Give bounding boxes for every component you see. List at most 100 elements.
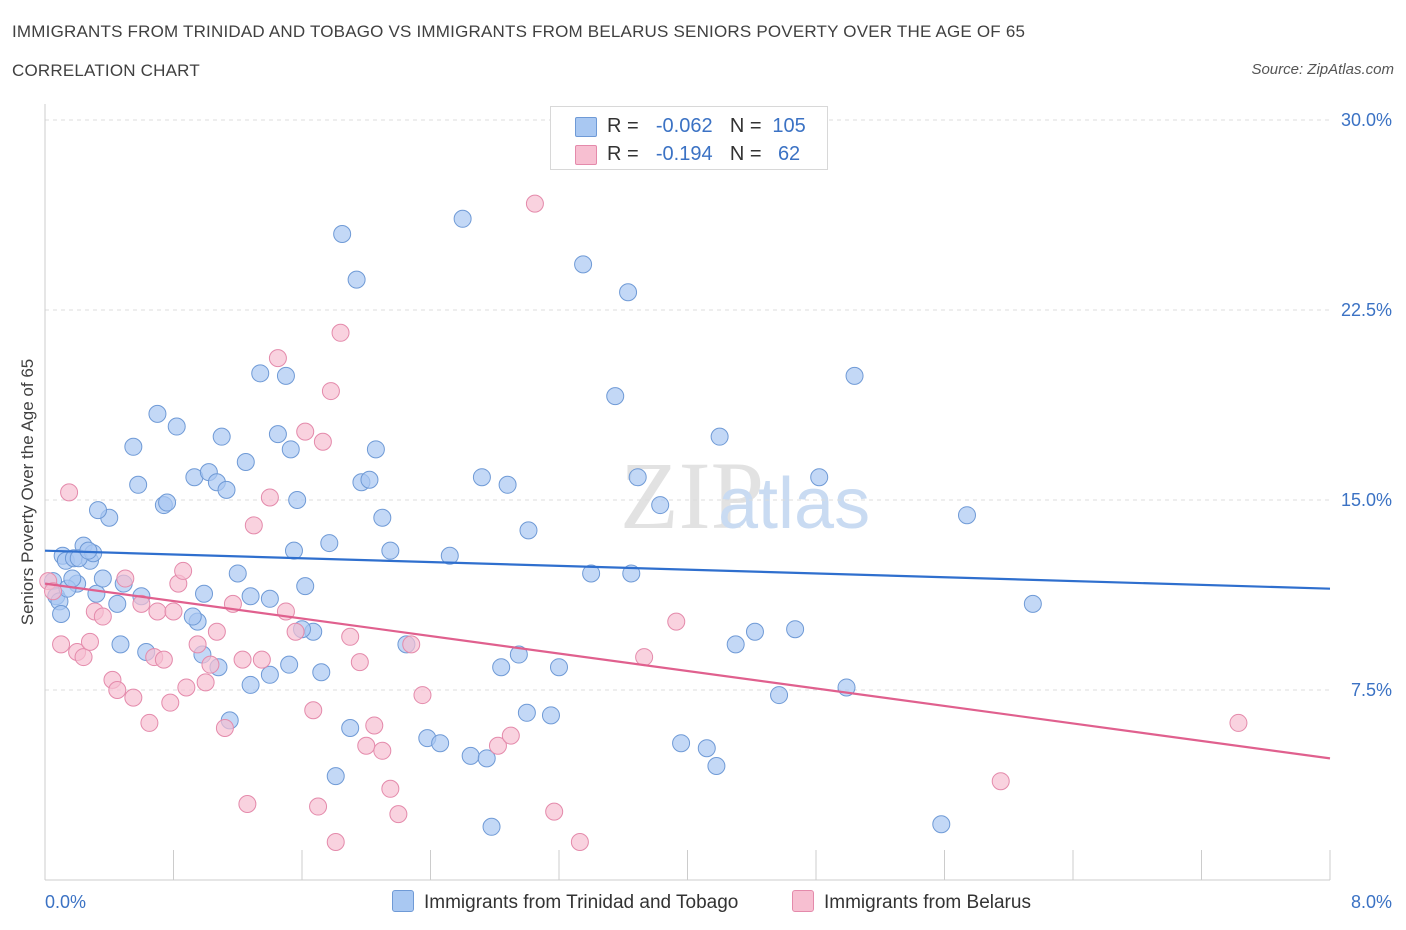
data-point-belarus xyxy=(207,622,226,641)
data-point-trinidad xyxy=(628,468,647,487)
x-tick-label-max: 8.0% xyxy=(1351,892,1392,912)
y-tick-label: 7.5% xyxy=(1351,680,1392,700)
data-point-trinidad xyxy=(280,655,299,674)
trend-line-trinidad xyxy=(44,549,1331,590)
legend-n-value: 105 xyxy=(772,115,806,137)
data-point-trinidad xyxy=(710,427,729,446)
data-point-trinidad xyxy=(574,255,593,274)
bottom-legend-swatch-pink xyxy=(792,890,814,912)
data-point-trinidad xyxy=(932,815,951,834)
data-point-belarus xyxy=(313,432,332,451)
data-point-trinidad xyxy=(87,584,106,603)
data-point-belarus xyxy=(44,582,63,601)
data-point-belarus xyxy=(177,678,196,697)
data-point-trinidad xyxy=(63,569,82,588)
legend-r-label: R = xyxy=(607,115,639,137)
legend-swatch-blue xyxy=(575,117,597,137)
data-point-trinidad xyxy=(326,767,345,786)
tick-labels: 7.5% 15.0% 22.5% 30.0% 0.0% 8.0% xyxy=(45,110,1392,912)
y-tick-label: 15.0% xyxy=(1341,490,1392,510)
legend-r-label: R = xyxy=(607,143,639,165)
data-point-belarus xyxy=(201,655,220,674)
axes xyxy=(44,104,1331,881)
y-axis-label: Seniors Poverty Over the Age of 65 xyxy=(18,358,37,626)
data-point-belarus xyxy=(233,650,252,669)
data-point-trinidad xyxy=(236,453,255,471)
data-point-trinidad xyxy=(268,425,287,444)
data-point-trinidad xyxy=(770,686,789,705)
bottom-legend-label-series1: Immigrants from Trinidad and Tobago xyxy=(424,892,739,913)
data-point-belarus xyxy=(244,516,263,535)
data-point-belarus xyxy=(525,194,544,213)
data-point-trinidad xyxy=(228,564,247,583)
legend-n-value: 62 xyxy=(777,143,801,165)
data-point-trinidad xyxy=(79,541,98,560)
legend-stats-series1: R = -0.062 N = 105 xyxy=(607,115,811,138)
data-point-belarus xyxy=(93,607,112,626)
data-point-belarus xyxy=(635,648,654,667)
data-point-belarus xyxy=(413,686,432,705)
data-point-belarus xyxy=(154,650,173,669)
data-point-trinidad xyxy=(498,475,517,494)
data-point-trinidad xyxy=(195,584,214,603)
data-point-belarus xyxy=(124,688,143,707)
trend-lines xyxy=(44,549,1331,760)
data-point-belarus xyxy=(341,627,360,646)
source-label: Source: ZipAtlas.com xyxy=(1251,61,1394,78)
data-point-trinidad xyxy=(260,665,279,684)
data-point-trinidad xyxy=(440,546,459,565)
data-points xyxy=(39,194,1248,851)
data-point-trinidad xyxy=(312,663,331,682)
data-point-belarus xyxy=(1229,713,1248,732)
data-point-trinidad xyxy=(606,387,625,406)
data-point-belarus xyxy=(268,349,287,368)
data-point-trinidad xyxy=(509,645,528,664)
data-point-trinidad xyxy=(492,658,511,677)
watermark-zip: ZIP xyxy=(620,442,764,549)
data-point-trinidad xyxy=(281,440,300,459)
data-point-trinidad xyxy=(217,480,236,499)
data-point-belarus xyxy=(304,701,323,720)
data-point-trinidad xyxy=(672,734,691,753)
data-point-belarus xyxy=(196,673,215,692)
y-tick-label: 22.5% xyxy=(1341,300,1392,320)
legend-stats-series2: R = -0.194 N = 62 xyxy=(607,143,811,166)
data-point-trinidad xyxy=(461,746,480,765)
data-point-trinidad xyxy=(381,541,400,560)
data-point-trinidad xyxy=(89,501,108,520)
data-point-belarus xyxy=(402,635,421,654)
data-point-trinidad xyxy=(212,427,231,446)
correlation-legend: R = -0.062 N = 105 R = -0.194 N = 62 xyxy=(550,106,828,170)
x-tick-label-min: 0.0% xyxy=(45,892,86,912)
data-point-belarus xyxy=(140,713,159,732)
legend-n-label: N = xyxy=(729,143,762,165)
data-point-trinidad xyxy=(124,437,143,456)
watermark: ZIP atlas xyxy=(620,442,870,549)
data-point-belarus xyxy=(389,805,408,824)
data-point-trinidad xyxy=(366,440,385,459)
data-point-trinidad xyxy=(288,491,307,509)
data-point-trinidad xyxy=(745,622,764,641)
data-point-trinidad xyxy=(453,209,472,228)
bottom-legend-label-series2: Immigrants from Belarus xyxy=(824,892,1031,913)
legend-r-value: -0.062 xyxy=(655,115,713,137)
data-point-belarus xyxy=(188,635,207,654)
data-point-trinidad xyxy=(183,607,202,626)
data-point-belarus xyxy=(365,716,384,735)
data-point-trinidad xyxy=(550,658,568,677)
legend-n-label: N = xyxy=(729,115,762,137)
data-point-belarus xyxy=(350,653,369,672)
bottom-legend-series2: Immigrants from Belarus xyxy=(792,890,1031,914)
data-point-trinidad xyxy=(148,404,167,423)
data-point-belarus xyxy=(286,622,305,641)
data-point-belarus xyxy=(488,736,507,755)
data-point-belarus xyxy=(260,488,279,507)
bottom-legend-series1: Immigrants from Trinidad and Tobago xyxy=(392,890,738,914)
data-point-belarus xyxy=(309,797,328,816)
legend-swatch-pink xyxy=(575,145,597,165)
data-point-belarus xyxy=(80,632,99,651)
data-point-belarus xyxy=(501,726,520,745)
data-point-belarus xyxy=(252,650,271,669)
data-point-belarus xyxy=(238,795,257,813)
